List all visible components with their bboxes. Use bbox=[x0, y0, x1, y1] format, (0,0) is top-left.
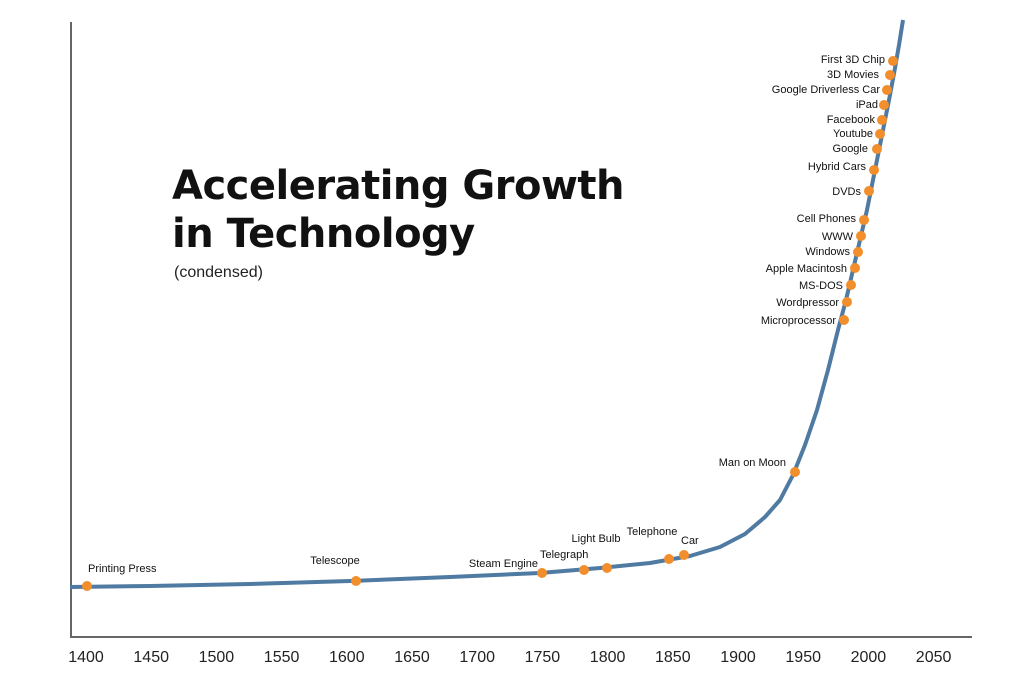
event-label: iPad bbox=[856, 99, 878, 111]
event-label: Wordpressor bbox=[776, 297, 839, 309]
event-label: Facebook bbox=[827, 114, 876, 126]
x-tick-label: 1800 bbox=[590, 649, 626, 666]
event-label: MS-DOS bbox=[799, 280, 843, 292]
event-label: Hybrid Cars bbox=[808, 161, 867, 173]
x-tick-label: 2050 bbox=[916, 649, 952, 666]
event-marker bbox=[842, 297, 852, 307]
event-label: Cell Phones bbox=[797, 213, 857, 225]
chart-title-line-1: Accelerating Growth bbox=[172, 163, 625, 209]
event-label: Google bbox=[833, 143, 868, 155]
x-tick-label: 1500 bbox=[199, 649, 235, 666]
event-marker bbox=[850, 263, 860, 273]
curve-layer bbox=[69, 19, 905, 589]
event-marker bbox=[537, 568, 547, 578]
event-label: Man on Moon bbox=[719, 457, 786, 469]
event-marker bbox=[82, 581, 92, 591]
x-tick-label: 1650 bbox=[394, 649, 430, 666]
event-label: Telephone bbox=[627, 526, 678, 538]
x-tick-label: 1400 bbox=[68, 649, 104, 666]
event-marker bbox=[853, 247, 863, 257]
chart-title-line-2: in Technology bbox=[172, 211, 475, 257]
event-labels: Printing Press Telescope Steam EngineTeleg… bbox=[88, 54, 885, 575]
event-label: Youtube bbox=[833, 128, 873, 140]
chart-subtitle: (condensed) bbox=[174, 264, 263, 281]
x-tick-label: 1750 bbox=[525, 649, 561, 666]
x-tick-label: 1900 bbox=[720, 649, 756, 666]
event-marker bbox=[879, 100, 889, 110]
x-tick-label: 1850 bbox=[655, 649, 691, 666]
x-tick-labels: 1400 1450 1500 1550 1600 1650 1700 1750 1800 1850… bbox=[68, 649, 951, 666]
event-marker bbox=[679, 550, 689, 560]
x-tick-label: 2000 bbox=[851, 649, 887, 666]
event-marker bbox=[888, 56, 898, 66]
growth-curve bbox=[69, 19, 905, 589]
event-marker bbox=[872, 144, 882, 154]
x-tick-label: 1600 bbox=[329, 649, 365, 666]
event-label: First 3D Chip bbox=[821, 54, 885, 66]
x-tick-label: 1950 bbox=[785, 649, 821, 666]
event-label: WWW bbox=[822, 231, 854, 243]
event-label: Steam Engine bbox=[469, 558, 538, 570]
event-marker bbox=[664, 554, 674, 564]
event-label: Apple Macintosh bbox=[766, 263, 847, 275]
event-marker bbox=[579, 565, 589, 575]
x-tick-label: 1450 bbox=[133, 649, 169, 666]
event-marker bbox=[351, 576, 361, 586]
event-label: Car bbox=[681, 535, 699, 547]
event-label: Printing Press bbox=[88, 563, 157, 575]
x-tick-label: 1550 bbox=[264, 649, 300, 666]
event-label: Telescope bbox=[310, 555, 360, 567]
event-label: Google Driverless Car bbox=[772, 84, 881, 96]
event-marker bbox=[875, 129, 885, 139]
x-tick-label: 1700 bbox=[459, 649, 495, 666]
event-label: Telegraph bbox=[540, 549, 588, 561]
event-marker bbox=[864, 186, 874, 196]
chart-title: Accelerating Growth in Technology bbox=[172, 162, 625, 258]
event-marker bbox=[602, 563, 612, 573]
event-marker bbox=[790, 467, 800, 477]
event-marker bbox=[882, 85, 892, 95]
event-marker bbox=[856, 231, 866, 241]
event-label: 3D Movies bbox=[827, 69, 879, 81]
event-markers bbox=[82, 56, 898, 591]
event-marker bbox=[885, 70, 895, 80]
event-label: DVDs bbox=[832, 186, 861, 198]
event-marker bbox=[859, 215, 869, 225]
event-marker bbox=[877, 115, 887, 125]
event-marker bbox=[839, 315, 849, 325]
event-label: Microprocessor bbox=[761, 315, 837, 327]
event-marker bbox=[846, 280, 856, 290]
event-label: Light Bulb bbox=[572, 533, 621, 545]
event-label: Windows bbox=[805, 246, 850, 258]
event-marker bbox=[869, 165, 879, 175]
